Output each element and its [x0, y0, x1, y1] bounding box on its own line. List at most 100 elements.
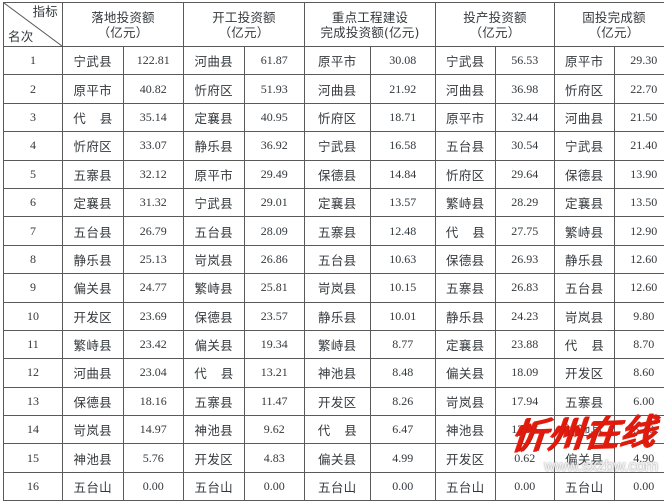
region-name-cell: 神池县: [555, 416, 615, 444]
value-cell: 14.97: [123, 416, 184, 444]
value-cell: 21.92: [370, 75, 436, 103]
table-header: 指标 名次 落地投资额 （亿元） 开工投资额 （亿元） 重点工程建设 完成投资额…: [4, 3, 664, 47]
value-cell: 10.15: [370, 274, 436, 302]
region-name-cell: 宁武县: [184, 188, 245, 216]
value-cell: 12.60: [614, 245, 664, 273]
rank-cell: 12: [4, 359, 63, 387]
value-cell: 21.50: [614, 103, 664, 131]
value-cell: 8.26: [370, 387, 436, 415]
header-line-2: （亿元）: [184, 25, 304, 40]
value-cell: 26.79: [123, 217, 184, 245]
region-name-cell: 忻府区: [305, 103, 371, 131]
value-cell: 12.36: [495, 416, 555, 444]
value-cell: 29.01: [244, 188, 305, 216]
value-cell: 0.00: [123, 472, 184, 500]
region-name-cell: 开发区: [436, 444, 496, 472]
region-name-cell: 五寨县: [305, 217, 371, 245]
region-name-cell: 偏关县: [436, 359, 496, 387]
value-cell: 29.49: [244, 160, 305, 188]
value-cell: 32.44: [495, 103, 555, 131]
value-cell: 40.82: [123, 75, 184, 103]
value-cell: 16.58: [370, 132, 436, 160]
value-cell: 21.40: [614, 132, 664, 160]
region-name-cell: 忻府区: [436, 160, 496, 188]
value-cell: 4.83: [244, 444, 305, 472]
value-cell: 8.77: [370, 330, 436, 358]
region-name-cell: 神池县: [305, 359, 371, 387]
value-cell: 9.80: [614, 302, 664, 330]
value-cell: 12.48: [370, 217, 436, 245]
value-cell: 30.54: [495, 132, 555, 160]
header-line-1: 开工投资额: [184, 10, 304, 25]
region-name-cell: 定襄县: [555, 188, 615, 216]
region-name-cell: 开发区: [184, 444, 245, 472]
region-name-cell: 原平市: [555, 47, 615, 75]
header-line-2: （亿元）: [436, 25, 554, 40]
value-cell: 18.09: [495, 359, 555, 387]
value-cell: 6.00: [614, 387, 664, 415]
value-cell: 0.00: [614, 472, 664, 500]
value-cell: 23.57: [244, 302, 305, 330]
region-name-cell: 静乐县: [436, 302, 496, 330]
column-header-fixed-asset-investment: 固投完成额 （亿元）: [555, 3, 664, 47]
region-name-cell: 岢岚县: [305, 274, 371, 302]
rank-cell: 13: [4, 387, 63, 415]
region-name-cell: 忻府区: [63, 132, 124, 160]
region-name-cell: 河曲县: [184, 47, 245, 75]
region-name-cell: 定襄县: [436, 330, 496, 358]
region-name-cell: 五台县: [63, 217, 124, 245]
region-name-cell: 宁武县: [436, 47, 496, 75]
region-name-cell: 保德县: [63, 387, 124, 415]
value-cell: 10.63: [370, 245, 436, 273]
value-cell: 4.99: [370, 444, 436, 472]
region-name-cell: 宁武县: [305, 132, 371, 160]
region-name-cell: 原平市: [63, 75, 124, 103]
region-name-cell: 保德县: [555, 160, 615, 188]
region-name-cell: 宁武县: [63, 47, 124, 75]
value-cell: 0.00: [244, 472, 305, 500]
region-name-cell: 岢岚县: [63, 416, 124, 444]
rank-cell: 11: [4, 330, 63, 358]
column-header-key-project-investment: 重点工程建设 完成投资额(亿元): [305, 3, 436, 47]
document-page: 指标 名次 落地投资额 （亿元） 开工投资额 （亿元） 重点工程建设 完成投资额…: [0, 2, 664, 484]
region-name-cell: 偏关县: [555, 444, 615, 472]
region-name-cell: 五台县: [555, 274, 615, 302]
value-cell: 36.98: [495, 75, 555, 103]
header-line-2: （亿元）: [63, 25, 183, 40]
value-cell: 28.29: [495, 188, 555, 216]
header-line-1: 投产投资额: [436, 10, 554, 25]
region-name-cell: 静乐县: [184, 132, 245, 160]
rank-cell: 2: [4, 75, 63, 103]
value-cell: 5.76: [123, 444, 184, 472]
value-cell: 14.84: [370, 160, 436, 188]
region-name-cell: 神池县: [184, 416, 245, 444]
value-cell: 13.90: [614, 160, 664, 188]
value-cell: 6.47: [370, 416, 436, 444]
value-cell: 23.42: [123, 330, 184, 358]
rank-cell: 9: [4, 274, 63, 302]
header-line-2: 完成投资额(亿元): [305, 25, 435, 40]
value-cell: 24.77: [123, 274, 184, 302]
rank-cell: 10: [4, 302, 63, 330]
value-cell: 8.48: [370, 359, 436, 387]
corner-metric-label: 指标: [33, 5, 58, 19]
value-cell: 12.60: [614, 274, 664, 302]
value-cell: 23.88: [495, 330, 555, 358]
value-cell: 26.93: [495, 245, 555, 273]
value-cell: 26.83: [495, 274, 555, 302]
header-line-1: 重点工程建设: [305, 10, 435, 25]
value-cell: 35.14: [123, 103, 184, 131]
column-header-production-investment: 投产投资额 （亿元）: [436, 3, 555, 47]
value-cell: 27.75: [495, 217, 555, 245]
region-name-cell: 宁武县: [555, 132, 615, 160]
region-name-cell: 代 县: [63, 103, 124, 131]
